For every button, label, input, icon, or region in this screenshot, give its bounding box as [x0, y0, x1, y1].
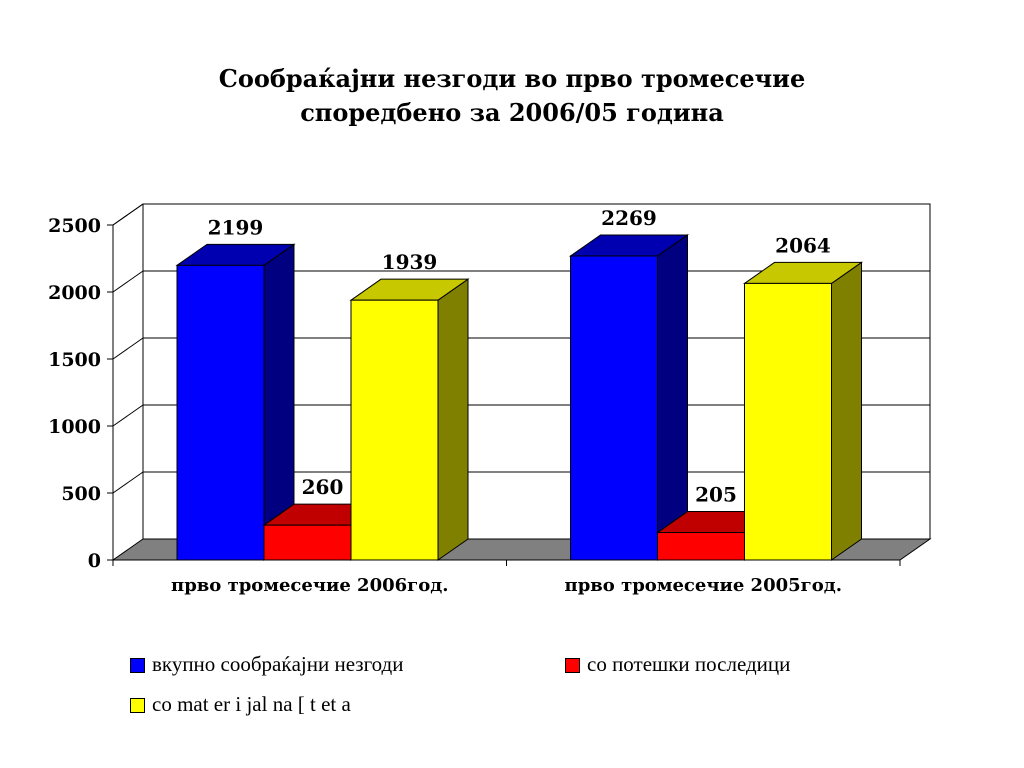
data-label: 1939 — [382, 250, 438, 274]
legend-swatch-red — [565, 658, 580, 673]
y-tick-label: 2500 — [48, 215, 101, 237]
legend-label-material: со mat er i jal na [ t et a — [152, 692, 351, 716]
bar-side — [831, 261, 862, 561]
legend-label-total: вкупно сообраќајни незгоди — [152, 652, 404, 676]
y-tick-label: 0 — [88, 550, 101, 572]
chart-title-line-2: споредбено за 2006/05 година — [300, 98, 724, 127]
bar — [744, 282, 832, 561]
gridline-side — [112, 471, 144, 494]
y-tick-label: 2000 — [48, 282, 101, 304]
y-tick-label: 1000 — [48, 416, 101, 438]
data-label: 2199 — [208, 215, 264, 239]
gridline-side — [112, 203, 144, 226]
x-category-label: прво тромесечие 2005год. — [565, 575, 842, 596]
data-label: 260 — [302, 475, 344, 499]
y-tick-label: 1500 — [48, 349, 101, 371]
x-category-label: прво тромесечие 2006год. — [171, 575, 448, 596]
gridline-side — [112, 404, 144, 427]
bar-side — [657, 233, 688, 561]
data-label: 2064 — [775, 233, 831, 257]
chart-title-line-1: Сообраќајни незгоди во прво тромесечие — [218, 64, 806, 93]
bar — [176, 264, 265, 561]
legend-swatch-blue — [130, 658, 145, 673]
chart-title: Сообраќајни незгоди во прво тромесечие с… — [0, 62, 1024, 130]
bar — [350, 299, 439, 561]
legend-swatch-yellow — [130, 698, 145, 713]
gridline-side — [112, 337, 144, 360]
data-label: 2269 — [601, 206, 657, 230]
gridline-side — [112, 270, 144, 293]
bar-side — [437, 278, 469, 561]
bar — [657, 532, 745, 561]
legend-label-serious: со потешки последици — [587, 652, 791, 676]
bar — [570, 255, 658, 561]
y-tick-label: 500 — [61, 483, 101, 505]
data-label: 205 — [695, 483, 737, 507]
bar — [263, 524, 352, 561]
